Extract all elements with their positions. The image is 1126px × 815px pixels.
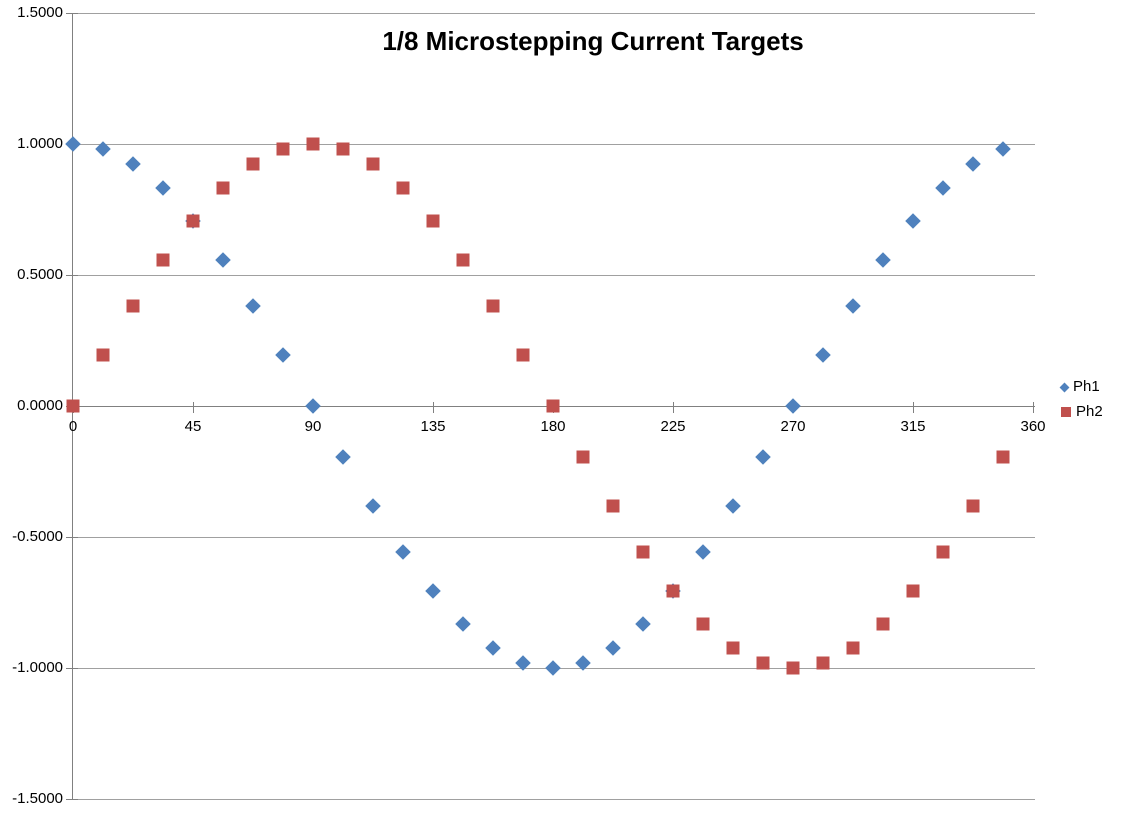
y-axis-tick — [66, 13, 78, 14]
y-axis-tick-label: 0.5000 — [17, 266, 63, 283]
data-point-ph1[interactable] — [485, 640, 501, 656]
x-axis-tick-label: 90 — [304, 418, 322, 435]
ph2-square-icon — [1061, 407, 1071, 417]
data-point-ph1[interactable] — [785, 398, 801, 414]
data-point-ph2[interactable] — [606, 499, 620, 513]
data-point-ph1[interactable] — [875, 252, 891, 269]
data-point-ph2[interactable] — [846, 641, 860, 655]
x-axis-tick-label: 180 — [540, 418, 566, 435]
y-axis-tick-label: -1.5000 — [12, 790, 63, 807]
data-point-ph2[interactable] — [396, 181, 410, 195]
y-axis-tick — [66, 275, 78, 276]
data-point-ph2[interactable] — [486, 299, 500, 313]
data-point-ph1[interactable] — [395, 543, 411, 560]
y-axis-tick-label: 0.0000 — [17, 397, 63, 414]
data-point-ph1[interactable] — [695, 543, 711, 560]
legend-item-ph1[interactable]: Ph1 — [1059, 378, 1103, 395]
legend-label-ph1: Ph1 — [1073, 378, 1100, 395]
data-point-ph1[interactable] — [965, 156, 981, 172]
data-point-ph2[interactable] — [426, 214, 440, 228]
legend-item-ph2[interactable]: Ph2 — [1061, 404, 1103, 420]
data-point-ph1[interactable] — [455, 616, 471, 632]
data-point-ph1[interactable] — [335, 449, 351, 465]
data-point-ph1[interactable] — [275, 347, 291, 363]
data-point-ph1[interactable] — [635, 616, 651, 632]
data-point-ph1[interactable] — [215, 252, 231, 269]
data-point-ph2[interactable] — [246, 157, 260, 171]
data-point-ph2[interactable] — [636, 545, 650, 559]
data-point-ph2[interactable] — [876, 617, 890, 631]
x-axis-tick — [433, 402, 434, 413]
data-point-ph1[interactable] — [65, 136, 81, 152]
ph1-diamond-icon — [1059, 382, 1070, 392]
x-axis-tick-label: 225 — [660, 418, 686, 435]
data-point-ph2[interactable] — [66, 399, 80, 413]
data-point-ph1[interactable] — [305, 398, 321, 414]
x-axis-tick-label: 0 — [68, 418, 78, 435]
x-axis-tick — [193, 402, 194, 413]
data-point-ph1[interactable] — [545, 660, 561, 676]
data-point-ph1[interactable] — [905, 212, 921, 229]
data-point-ph2[interactable] — [756, 656, 770, 670]
x-axis-tick-label: 45 — [184, 418, 202, 435]
gridline — [72, 13, 1035, 14]
data-point-ph2[interactable] — [186, 214, 200, 228]
data-point-ph2[interactable] — [276, 142, 290, 156]
data-point-ph2[interactable] — [456, 253, 470, 267]
x-axis-tick — [1033, 402, 1034, 413]
data-point-ph1[interactable] — [755, 449, 771, 465]
data-point-ph2[interactable] — [786, 661, 800, 675]
data-point-ph2[interactable] — [366, 157, 380, 171]
data-point-ph2[interactable] — [516, 348, 530, 362]
y-axis-tick-label: 1.5000 — [17, 4, 63, 21]
y-axis-tick — [66, 668, 78, 669]
x-axis-tick-label: 270 — [780, 418, 806, 435]
data-point-ph2[interactable] — [126, 299, 140, 313]
data-point-ph2[interactable] — [96, 348, 110, 362]
data-point-ph2[interactable] — [546, 399, 560, 413]
data-point-ph1[interactable] — [425, 583, 441, 600]
x-axis-tick-label: 135 — [420, 418, 446, 435]
data-point-ph2[interactable] — [336, 142, 350, 156]
y-axis-tick — [66, 537, 78, 538]
data-point-ph1[interactable] — [935, 180, 951, 196]
y-axis-tick-label: -1.0000 — [12, 659, 63, 676]
data-point-ph2[interactable] — [816, 656, 830, 670]
y-axis-tick-label: -0.5000 — [12, 528, 63, 545]
x-axis-tick — [673, 402, 674, 413]
y-axis-tick — [66, 799, 78, 800]
data-point-ph2[interactable] — [696, 617, 710, 631]
chart-title: 1/8 Microstepping Current Targets — [382, 26, 804, 56]
data-point-ph2[interactable] — [726, 641, 740, 655]
data-point-ph2[interactable] — [966, 499, 980, 513]
data-point-ph2[interactable] — [156, 253, 170, 267]
data-point-ph1[interactable] — [845, 297, 861, 314]
data-point-ph1[interactable] — [815, 347, 831, 363]
data-point-ph1[interactable] — [605, 640, 621, 656]
data-point-ph1[interactable] — [725, 498, 741, 515]
gridline — [72, 799, 1035, 800]
data-point-ph1[interactable] — [125, 156, 141, 172]
x-axis-tick — [913, 402, 914, 413]
legend-label-ph2: Ph2 — [1076, 403, 1103, 420]
data-point-ph1[interactable] — [245, 297, 261, 314]
data-point-ph2[interactable] — [576, 450, 590, 464]
data-point-ph2[interactable] — [906, 584, 920, 598]
data-point-ph2[interactable] — [306, 137, 320, 151]
data-point-ph2[interactable] — [996, 450, 1010, 464]
x-axis-tick-label: 315 — [900, 418, 926, 435]
gridline — [72, 537, 1035, 538]
x-axis-tick-label: 360 — [1020, 418, 1046, 435]
data-point-ph2[interactable] — [216, 181, 230, 195]
data-point-ph1[interactable] — [155, 180, 171, 196]
gridline — [72, 144, 1035, 145]
gridline — [72, 275, 1035, 276]
legend: Ph1 Ph2 — [1059, 378, 1103, 420]
y-axis-tick-label: 1.0000 — [17, 135, 63, 152]
data-point-ph1[interactable] — [365, 498, 381, 515]
data-point-ph2[interactable] — [666, 584, 680, 598]
data-point-ph2[interactable] — [936, 545, 950, 559]
